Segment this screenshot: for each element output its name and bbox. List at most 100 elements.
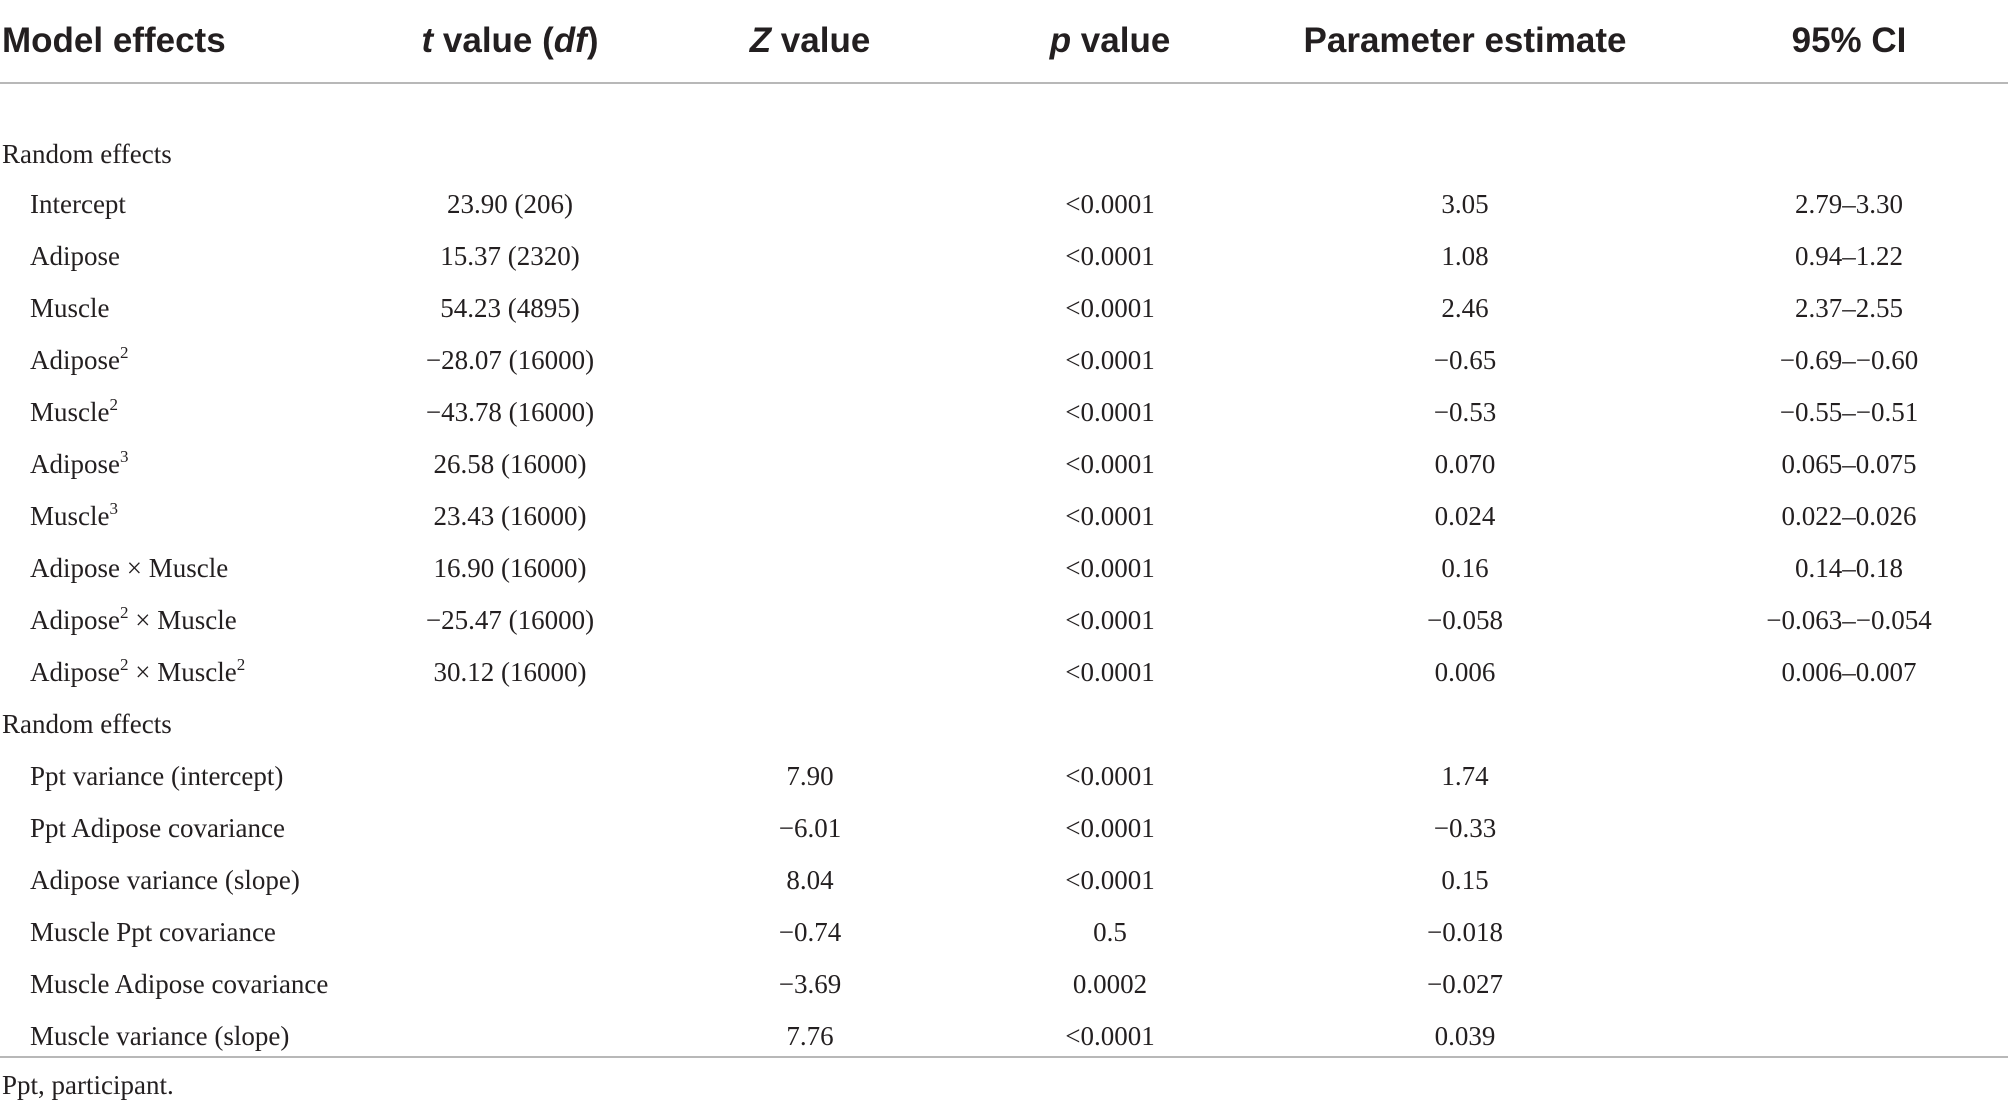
- p-value-cell: 0.5: [1093, 916, 1127, 947]
- ci-cell: [1690, 802, 2008, 854]
- ci-cell: −0.55–−0.51: [1779, 396, 1919, 427]
- table-row: Intercept 23.90 (206) <0.0001 3.05 2.79–3.30: [0, 178, 2008, 230]
- table-row: Muscle variance (slope) 7.76 <0.0001 0.039: [0, 1010, 2008, 1062]
- header-p-text: value: [1071, 21, 1171, 60]
- header-parameter-estimate: Parameter estimate: [1240, 0, 1690, 84]
- table-row: Adipose2 × Muscle −25.47 (16000) <0.0001 −0…: [0, 594, 2008, 646]
- table-row: Ppt Adipose covariance −6.01 <0.0001 −0.33: [0, 802, 2008, 854]
- t-value-cell: 54.23 (4895): [440, 292, 580, 323]
- estimate-cell: −0.33: [1433, 812, 1497, 843]
- ci-cell: −0.69–−0.60: [1779, 344, 1919, 375]
- p-value-cell: <0.0001: [1065, 812, 1155, 843]
- ci-cell: 2.79–3.30: [1795, 188, 1903, 219]
- t-value-cell: [380, 1010, 640, 1062]
- row-label: Adipose: [30, 240, 120, 271]
- estimate-cell: 0.070: [1434, 448, 1496, 479]
- footer-rule: [0, 1056, 2008, 1058]
- header-df-symbol: df: [553, 21, 587, 60]
- row-label: Muscle variance (slope): [30, 1020, 290, 1051]
- label-part: × Muscle: [128, 604, 237, 635]
- header-t-text: value (: [433, 21, 554, 60]
- header-z-value: Z value: [640, 0, 980, 84]
- z-value-cell: 8.04: [786, 864, 834, 895]
- estimate-cell: 3.05: [1441, 188, 1489, 219]
- estimate-cell: 1.74: [1441, 760, 1489, 791]
- label-part: Adipose: [30, 604, 120, 635]
- table-row: Adipose2 × Muscle2 30.12 (16000) <0.0001 0.…: [0, 646, 2008, 698]
- section-title: Random effects: [2, 708, 172, 739]
- table-row: Muscle Adipose covariance −3.69 0.0002 −0.0…: [0, 958, 2008, 1010]
- t-value-cell: 26.58 (16000): [433, 448, 587, 479]
- p-value-cell: <0.0001: [1065, 500, 1155, 531]
- t-value-cell: 30.12 (16000): [433, 656, 587, 687]
- header-t-symbol: t: [421, 21, 434, 60]
- row-label: Muscle Adipose covariance: [30, 968, 329, 999]
- estimate-cell: −0.058: [1427, 604, 1503, 635]
- label-superscript: 3: [120, 446, 129, 466]
- p-value-cell: <0.0001: [1065, 1020, 1155, 1051]
- z-value-cell: [640, 178, 980, 230]
- row-label: Ppt variance (intercept): [30, 760, 284, 791]
- section-title: Random effects: [2, 139, 172, 169]
- z-value-cell: 7.76: [786, 1020, 834, 1051]
- p-value-cell: <0.0001: [1065, 188, 1155, 219]
- label-part: Adipose: [30, 344, 120, 375]
- row-label: Adipose × Muscle: [30, 552, 229, 583]
- label-superscript: 2: [120, 342, 129, 362]
- z-value-cell: [640, 386, 980, 438]
- estimate-cell: −0.027: [1427, 968, 1503, 999]
- ci-cell: 0.022–0.026: [1781, 500, 1917, 531]
- table-body: Random effects Intercept 23.90 (206) <0.000…: [0, 83, 2008, 1062]
- estimate-cell: 0.006: [1434, 656, 1496, 687]
- ci-cell: [1690, 958, 2008, 1010]
- z-value-cell: [640, 490, 980, 542]
- label-superscript: 2: [236, 654, 246, 674]
- ci-cell: 2.37–2.55: [1795, 292, 1903, 323]
- z-value-cell: [640, 334, 980, 386]
- label-part: Adipose: [30, 448, 120, 479]
- p-value-cell: <0.0001: [1065, 292, 1155, 323]
- estimate-cell: 0.024: [1434, 500, 1496, 531]
- ci-cell: −0.063–−0.054: [1766, 604, 1932, 635]
- header-t-close: ): [586, 21, 599, 60]
- table-row: Ppt variance (intercept) 7.90 <0.0001 1.74: [0, 750, 2008, 802]
- row-label: Muscle3: [0, 490, 380, 542]
- header-ci: 95% CI: [1690, 0, 2008, 84]
- z-value-cell: [640, 594, 980, 646]
- header-p-symbol: p: [1049, 21, 1072, 60]
- label-superscript: 2: [120, 602, 129, 622]
- t-value-cell: −25.47 (16000): [425, 604, 595, 635]
- ci-cell: [1690, 906, 2008, 958]
- header-t-value: t value (df): [380, 0, 640, 84]
- ci-cell: [1690, 854, 2008, 906]
- row-label: Muscle Ppt covariance: [30, 916, 276, 947]
- estimate-cell: 0.039: [1434, 1020, 1496, 1051]
- label-part: Muscle: [30, 500, 110, 531]
- t-value-cell: −43.78 (16000): [425, 396, 595, 427]
- z-value-cell: [640, 230, 980, 282]
- label-superscript: 2: [109, 394, 118, 414]
- estimate-cell: 0.15: [1441, 864, 1489, 895]
- header-row: Model effects t value (df) Z value p val…: [0, 0, 2008, 84]
- estimate-cell: 1.08: [1441, 240, 1489, 271]
- p-value-cell: <0.0001: [1065, 448, 1155, 479]
- label-part: Adipose: [30, 656, 120, 687]
- p-value-cell: <0.0001: [1065, 344, 1155, 375]
- z-value-cell: [640, 438, 980, 490]
- ci-cell: [1690, 750, 2008, 802]
- p-value-cell: <0.0001: [1065, 552, 1155, 583]
- t-value-cell: [380, 802, 640, 854]
- row-label: Adipose2 × Muscle2: [0, 646, 380, 698]
- z-value-cell: 7.90: [786, 760, 834, 791]
- t-value-cell: [380, 854, 640, 906]
- p-value-cell: <0.0001: [1065, 864, 1155, 895]
- row-label: Ppt Adipose covariance: [30, 812, 285, 843]
- p-value-cell: <0.0001: [1065, 760, 1155, 791]
- header-p-value: p value: [980, 0, 1240, 84]
- table-row: Adipose × Muscle 16.90 (16000) <0.0001 0.16…: [0, 542, 2008, 594]
- t-value-cell: 23.90 (206): [447, 188, 573, 219]
- table-row: Adipose3 26.58 (16000) <0.0001 0.070 0.065–0…: [0, 438, 2008, 490]
- t-value-cell: [380, 750, 640, 802]
- t-value-cell: [380, 906, 640, 958]
- table-row: Adipose variance (slope) 8.04 <0.0001 0.15: [0, 854, 2008, 906]
